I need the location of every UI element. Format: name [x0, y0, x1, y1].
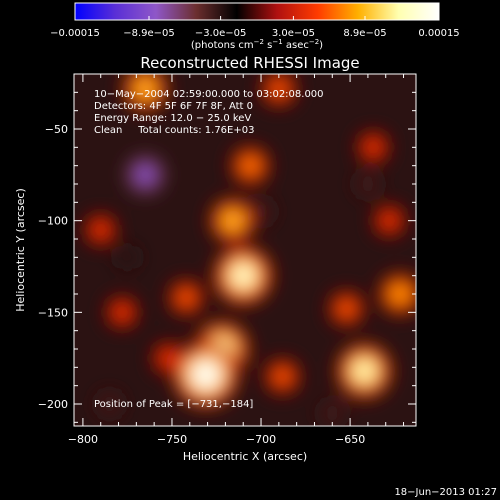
negative-region [135, 165, 155, 185]
emission-source [353, 359, 376, 383]
info-line-time: 10−May−2004 02:59:00.000 to 03:02:08.000 [94, 89, 324, 100]
emission-source [193, 361, 219, 388]
heatmap-image [74, 74, 416, 426]
axis-ticks: −800 −750 −700 −650 −50 −100 −150 −200 [38, 74, 416, 446]
plot-frame [73, 73, 417, 427]
emission-source [223, 211, 242, 230]
colorbar: −0.00015 −8.9e−05 −3.0e−05 3.0e−05 8.9e−05 0.… [50, 2, 460, 51]
info-line-counts: Clean Total counts: 1.76E+03 [94, 125, 254, 136]
x-tick-label: −800 [68, 433, 98, 446]
y-axis-label: Heliocentric Y (arcsec) [14, 188, 27, 312]
y-tick-label: −150 [38, 306, 68, 319]
info-line-energy: Energy Range: 12.0 − 25.0 keV [94, 113, 251, 124]
emission-source [391, 285, 409, 303]
x-tick-label: −750 [157, 433, 187, 446]
colorbar-unit-label: (photons cm−2 s−1 asec−2) [191, 38, 323, 51]
colorbar-tick-label: −0.00015 [50, 28, 100, 39]
colorbar-tick-label: 3.0e−05 [272, 28, 315, 39]
x-tick-label: −700 [246, 433, 276, 446]
info-line-detectors: Detectors: 4F 5F 6F 7F 8F, Att 0 [94, 101, 253, 112]
colorbar-tick-label: −3.0e−05 [195, 28, 247, 39]
colorbar-tick-label: 8.9e−05 [343, 28, 386, 39]
colorbar-tick-label: −8.9e−05 [123, 28, 175, 39]
emission-source [231, 264, 255, 288]
colorbar-ticks: −0.00015 −8.9e−05 −3.0e−05 3.0e−05 8.9e−05 0.… [50, 16, 460, 39]
negative-region [325, 406, 339, 420]
footer-timestamp: 18−Jun−2013 01:27 [394, 487, 497, 498]
chart-title: Reconstructed RHESSI Image [140, 54, 359, 72]
emission-source [115, 305, 130, 320]
emission-source [339, 301, 355, 317]
emission-source [271, 81, 287, 97]
y-tick-label: −100 [38, 215, 68, 228]
emission-source [93, 222, 108, 237]
negative-region [103, 397, 116, 411]
colorbar-gradient [74, 2, 440, 21]
emission-source [274, 368, 290, 385]
colorbar-tick-label: 0.00015 [418, 28, 459, 39]
peak-position-label: Position of Peak = [−731,−184] [94, 399, 253, 410]
x-axis-label: Heliocentric X (arcsec) [183, 450, 307, 463]
emission-source [366, 140, 381, 155]
negative-region [361, 177, 375, 191]
negative-region [254, 205, 268, 218]
y-tick-label: −50 [45, 123, 68, 136]
emission-source [178, 290, 194, 306]
emission-source [161, 351, 176, 366]
emission-source [135, 79, 155, 98]
negative-region [121, 251, 134, 264]
x-tick-label: −650 [335, 433, 365, 446]
info-block: 10−May−2004 02:59:00.000 to 03:02:08.000… [94, 89, 324, 136]
y-tick-label: −200 [38, 398, 68, 411]
emission-source [242, 157, 259, 174]
emission-source [382, 213, 397, 228]
